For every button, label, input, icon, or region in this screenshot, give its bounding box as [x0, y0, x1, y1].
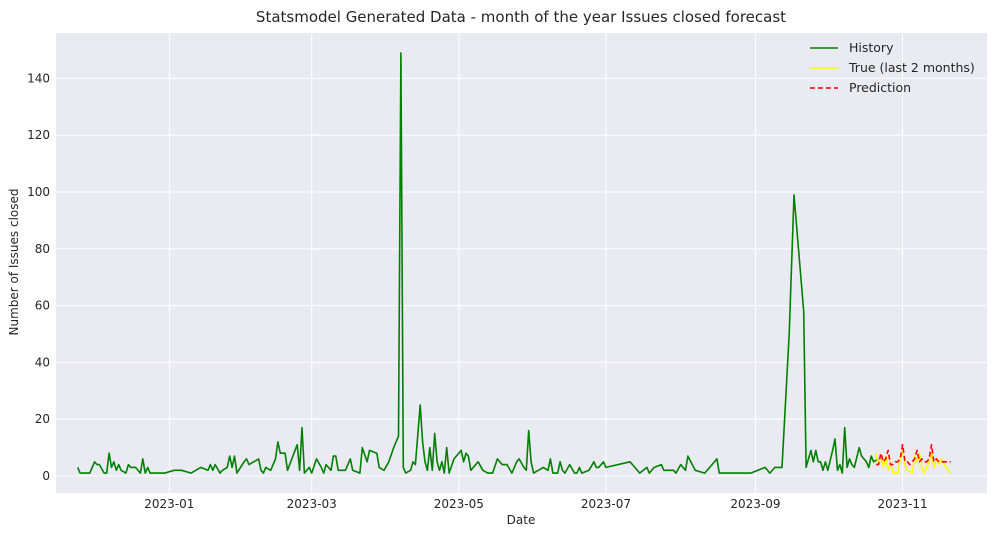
legend-label: Prediction [849, 80, 911, 95]
x-tick-label: 2023-01 [144, 497, 194, 511]
y-axis-title: Number of Issues closed [7, 188, 21, 335]
y-tick-label: 80 [35, 242, 50, 256]
y-tick-label: 100 [27, 185, 50, 199]
chart-title: Statsmodel Generated Data - month of the… [256, 8, 786, 26]
series-line-prediction [876, 443, 951, 466]
legend-label: History [849, 40, 894, 55]
y-tick-label: 140 [27, 71, 50, 85]
x-tick-label: 2023-09 [730, 497, 780, 511]
y-tick-label: 0 [42, 469, 50, 483]
x-axis-title: Date [507, 513, 536, 527]
x-tick-label: 2023-11 [878, 497, 928, 511]
plot-background [56, 33, 987, 493]
x-tick-label: 2023-07 [581, 497, 631, 511]
series-line-history [76, 52, 879, 474]
x-tick-label: 2023-03 [287, 497, 337, 511]
legend-label: True (last 2 months) [848, 60, 975, 75]
y-tick-label: 20 [35, 412, 50, 426]
y-tick-label: 40 [35, 355, 50, 369]
y-tick-label: 60 [35, 299, 50, 313]
legend: History True (last 2 months) Prediction [810, 40, 975, 95]
x-tick-label: 2023-05 [434, 497, 484, 511]
y-tick-label: 120 [27, 128, 50, 142]
series-line-true-last-2-months [875, 449, 952, 474]
plot-area: 0 20 40 60 80 100 120 140 2023-01 2023-03 2023-05 2… [27, 33, 987, 511]
